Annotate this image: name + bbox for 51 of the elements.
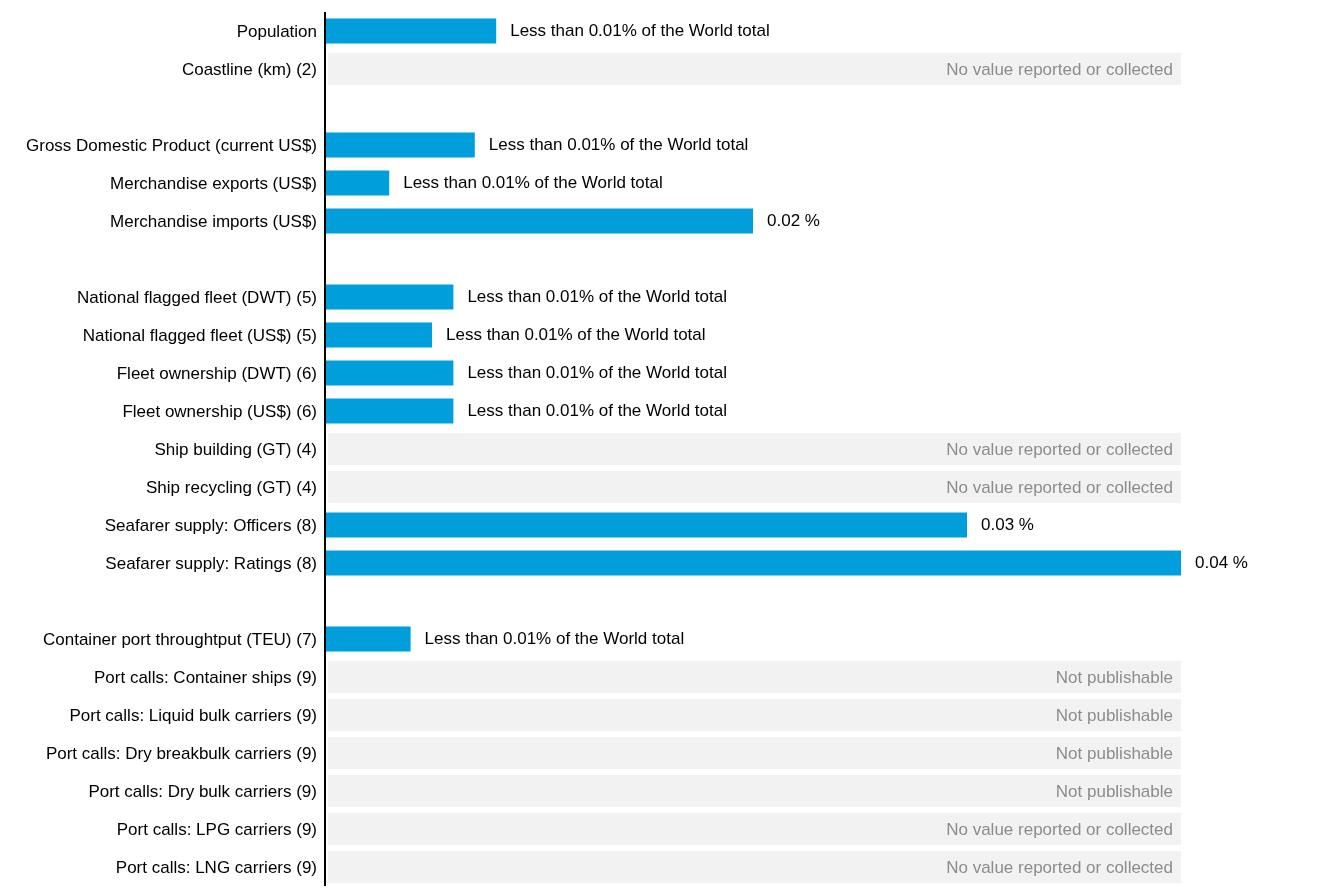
- data-label: Less than 0.01% of the World total: [467, 363, 727, 383]
- data-label: Less than 0.01% of the World total: [467, 401, 727, 421]
- y-tick-label: Port calls: Dry bulk carriers (9): [88, 781, 317, 801]
- y-tick-label: National flagged fleet (DWT) (5): [77, 287, 317, 307]
- y-tick-label: Merchandise imports (US$): [110, 211, 317, 231]
- data-label: Less than 0.01% of the World total: [446, 325, 706, 345]
- y-tick-label: Ship recycling (GT) (4): [146, 477, 317, 497]
- text: No value reported or collected: [946, 477, 1173, 497]
- data-label: 0.03 %: [981, 515, 1034, 535]
- text: No value reported or collected: [946, 439, 1173, 459]
- bar: [325, 208, 753, 234]
- text: No value reported or collected: [946, 59, 1173, 79]
- text: Not publishable: [1055, 743, 1173, 763]
- y-tick-label: Coastline (km) (2): [181, 59, 317, 79]
- bar: [325, 512, 967, 538]
- y-tick-label: Seafarer supply: Officers (8): [104, 515, 317, 535]
- y-tick-label: Fleet ownership (US$) (6): [122, 401, 317, 421]
- y-tick-label: Merchandise exports (US$): [110, 173, 317, 193]
- y-tick-label: Port calls: Liquid bulk carriers (9): [69, 705, 317, 725]
- bar: [325, 284, 454, 310]
- data-label: 0.04 %: [1195, 553, 1248, 573]
- bar: [325, 550, 1181, 576]
- bar: [325, 322, 432, 348]
- data-label: Less than 0.01% of the World total: [467, 287, 727, 307]
- y-tick-label: Gross Domestic Product (current US$): [26, 135, 317, 155]
- data-label: Less than 0.01% of the World total: [510, 21, 770, 41]
- text: Not publishable: [1055, 781, 1173, 801]
- text: No value reported or collected: [946, 857, 1173, 877]
- y-tick-label: Port calls: Container ships (9): [94, 667, 317, 687]
- data-label: Less than 0.01% of the World total: [488, 135, 749, 155]
- y-tick-label: Fleet ownership (DWT) (6): [116, 363, 317, 383]
- y-tick-label: Ship building (GT) (4): [154, 439, 317, 459]
- data-label: Less than 0.01% of the World total: [424, 629, 685, 649]
- bar: [325, 360, 454, 386]
- y-tick-label: Population: [236, 21, 317, 41]
- text: Not publishable: [1055, 705, 1173, 725]
- y-tick-label: Port calls: Dry breakbulk carriers (9): [45, 743, 317, 763]
- bar: [325, 626, 411, 652]
- y-tick-label: Seafarer supply: Ratings (8): [105, 553, 317, 573]
- data-label: Less than 0.01% of the World total: [403, 173, 663, 193]
- bar: [325, 132, 475, 158]
- text: No value reported or collected: [946, 819, 1173, 839]
- y-tick-label: Container port throughtput (TEU) (7): [42, 629, 317, 649]
- bar: [325, 170, 390, 196]
- y-tick-label: National flagged fleet (US$) (5): [82, 325, 317, 345]
- bar: [325, 18, 497, 44]
- y-tick-label: Port calls: LNG carriers (9): [115, 857, 317, 877]
- data-label: 0.02 %: [767, 211, 820, 231]
- y-tick-label: Port calls: LPG carriers (9): [116, 819, 317, 839]
- text: Not publishable: [1055, 667, 1173, 687]
- bar: [325, 398, 454, 424]
